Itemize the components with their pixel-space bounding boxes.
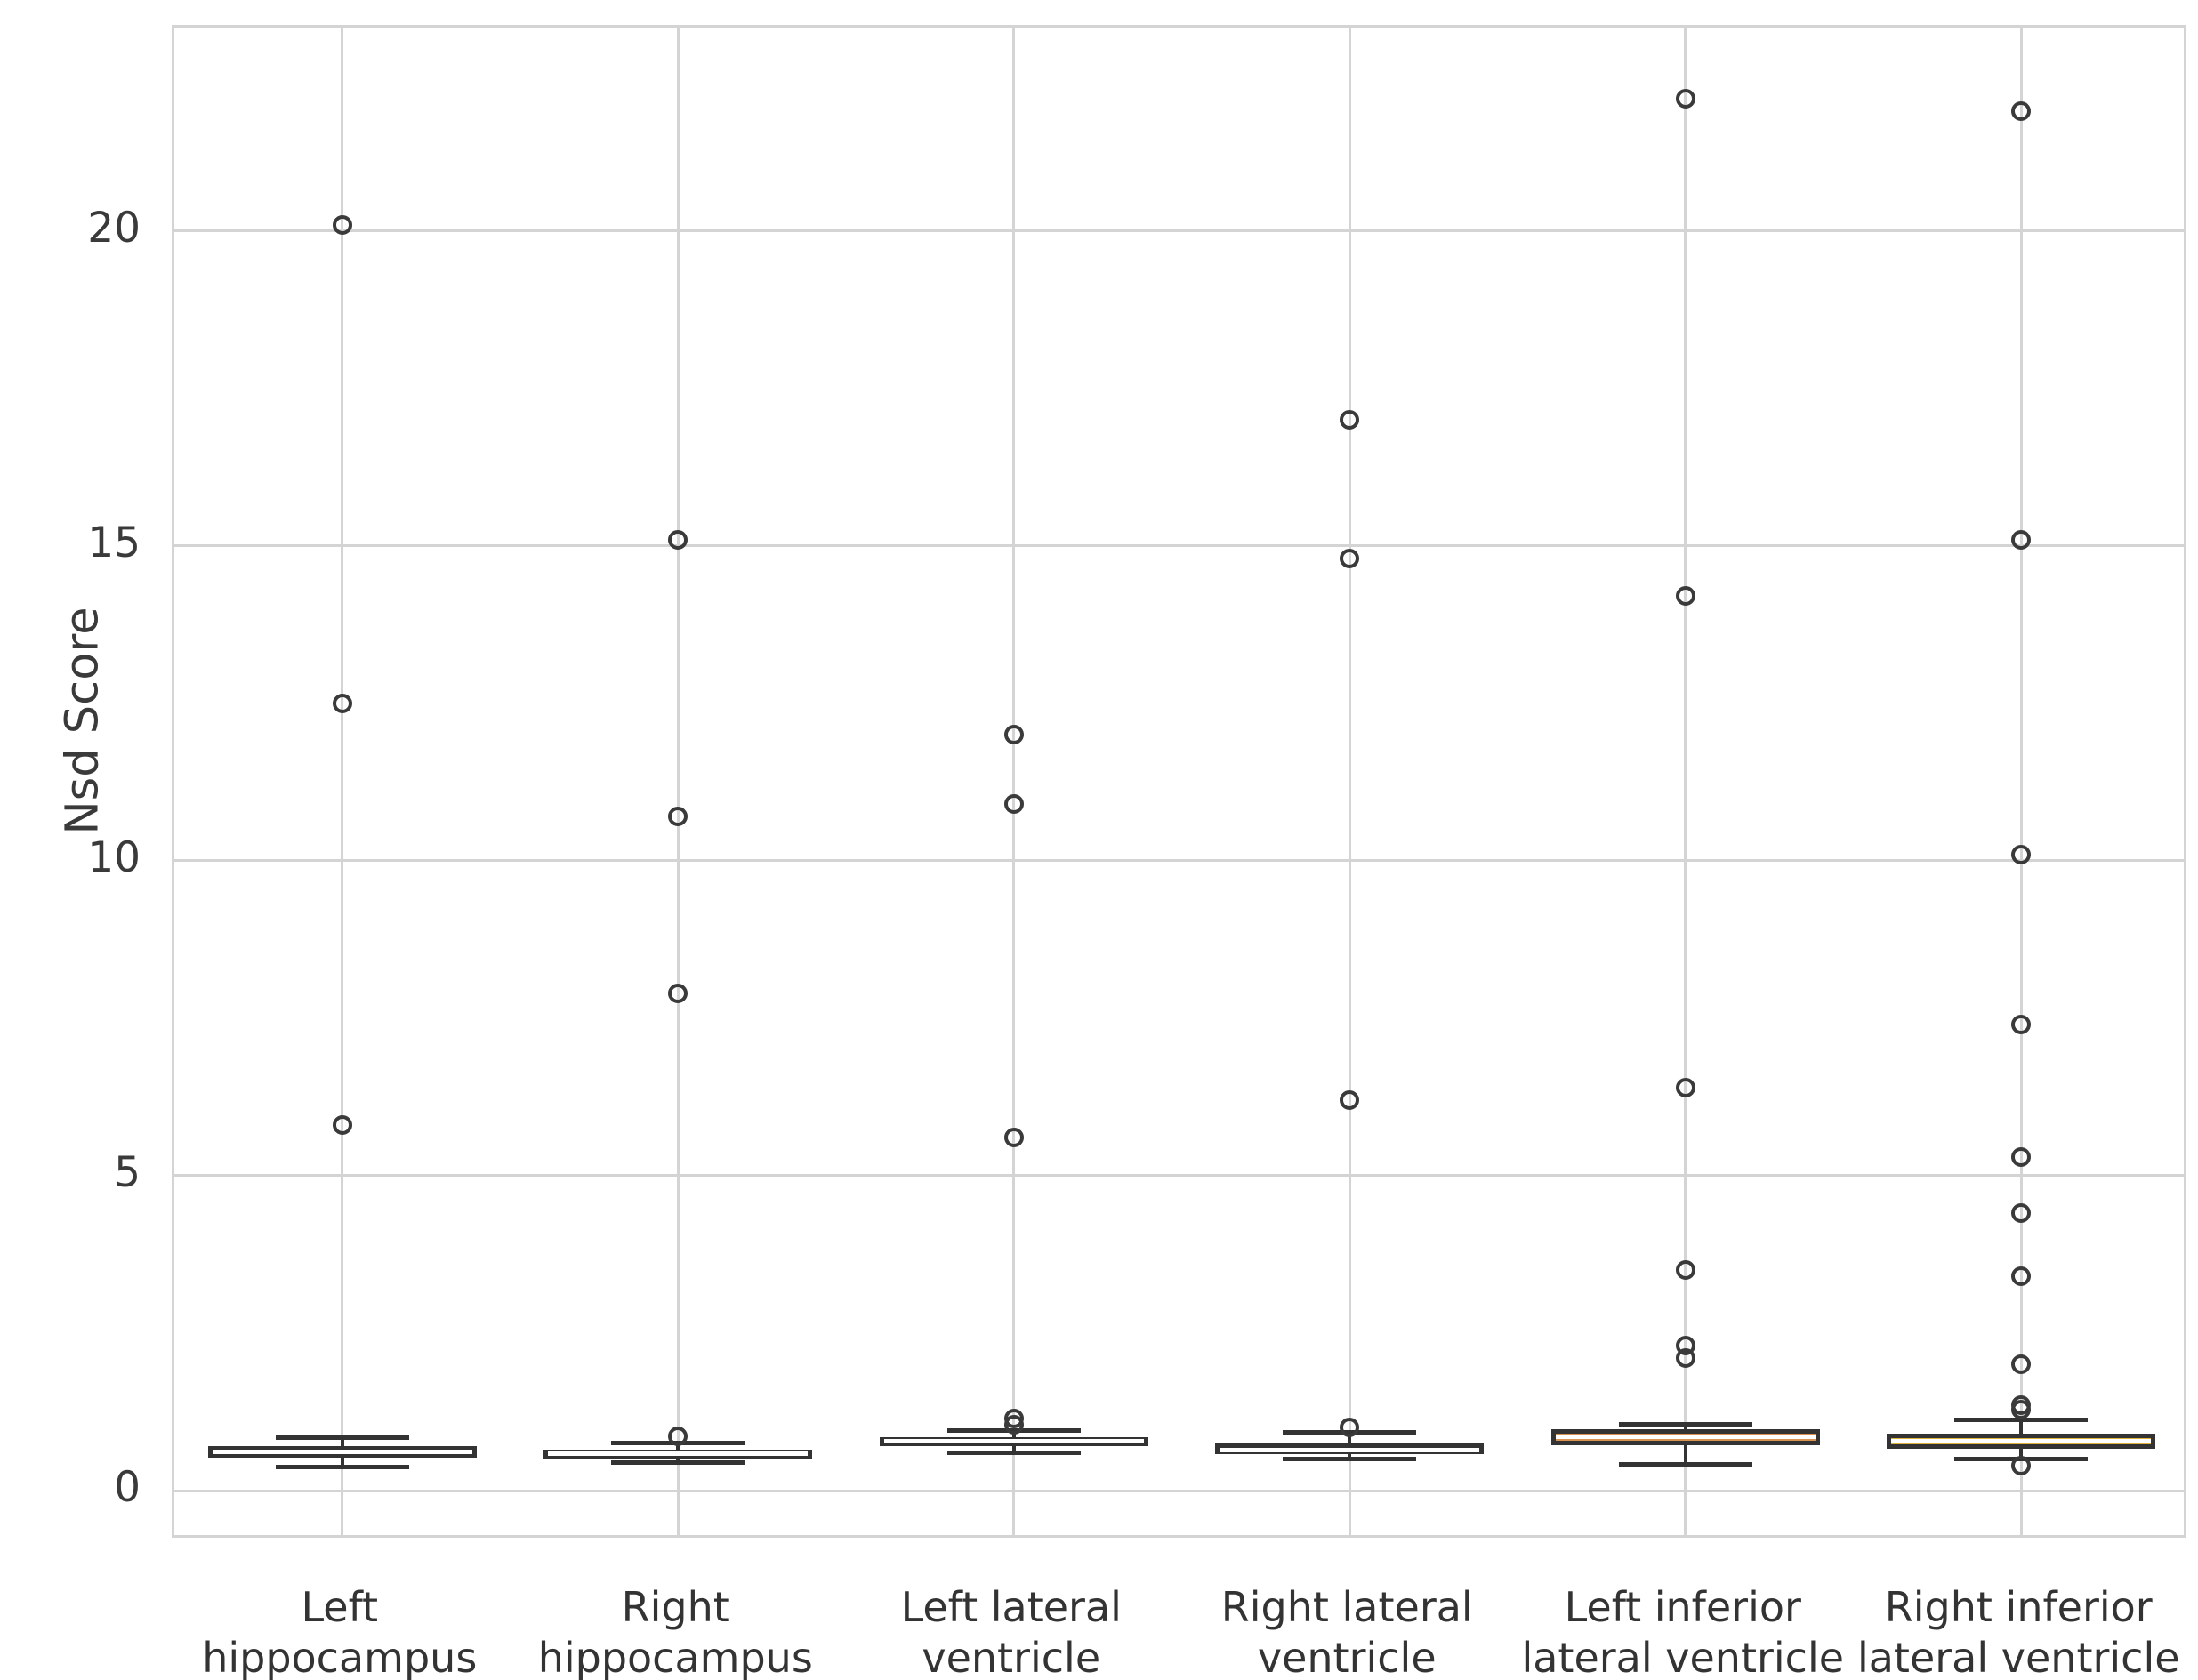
outlier-left-inferior-lateral-ventricle bbox=[1675, 1077, 1695, 1097]
median-left-inferior-lateral-ventricle bbox=[1555, 1435, 1816, 1440]
gridline-x-5 bbox=[1684, 28, 1687, 1535]
outlier-right-inferior-lateral-ventricle bbox=[2011, 1015, 2032, 1035]
outlier-left-lateral-ventricle bbox=[1003, 725, 1024, 745]
whisker-cap-high-right-inferior-lateral-ventricle bbox=[1954, 1418, 2089, 1423]
outlier-right-hippocampus bbox=[668, 983, 688, 1003]
outlier-left-inferior-lateral-ventricle bbox=[1675, 586, 1695, 607]
outlier-left-hippocampus bbox=[332, 214, 352, 235]
ytick-label-20: 20 bbox=[87, 203, 141, 253]
outlier-right-lateral-ventricle bbox=[1340, 1418, 1360, 1438]
whisker-cap-low-left-inferior-lateral-ventricle bbox=[1618, 1461, 1752, 1467]
outlier-right-hippocampus bbox=[668, 807, 688, 827]
whisker-cap-high-left-hippocampus bbox=[275, 1435, 409, 1441]
outlier-right-inferior-lateral-ventricle bbox=[2011, 844, 2032, 864]
outlier-left-inferior-lateral-ventricle bbox=[1675, 1260, 1695, 1281]
median-right-inferior-lateral-ventricle bbox=[1891, 1439, 2152, 1444]
gridline-y-20 bbox=[174, 229, 2184, 233]
gridline-y-5 bbox=[174, 1174, 2184, 1178]
gridline-y-15 bbox=[174, 544, 2184, 548]
whisker-cap-low-left-hippocampus bbox=[275, 1464, 409, 1469]
ytick-label-0: 0 bbox=[114, 1463, 141, 1513]
whisker-cap-low-left-lateral-ventricle bbox=[946, 1451, 1081, 1456]
outlier-right-lateral-ventricle bbox=[1340, 548, 1360, 568]
outlier-right-inferior-lateral-ventricle bbox=[2011, 529, 2032, 550]
y-axis-title: Nsd Score bbox=[56, 606, 109, 834]
gridline-x-2 bbox=[676, 28, 680, 1535]
outlier-right-lateral-ventricle bbox=[1340, 410, 1360, 430]
outlier-right-inferior-lateral-ventricle bbox=[2011, 1266, 2032, 1287]
xtick-label-left-inferior-lateral-ventricle: Left inferior lateral ventricle bbox=[1521, 1583, 1845, 1680]
outlier-right-inferior-lateral-ventricle bbox=[2011, 1203, 2032, 1224]
whisker-cap-low-right-hippocampus bbox=[611, 1460, 745, 1466]
xtick-label-right-hippocampus: Right hippocampus bbox=[537, 1583, 813, 1680]
gridline-x-3 bbox=[1012, 28, 1016, 1535]
plot-area bbox=[172, 25, 2186, 1538]
ytick-label-5: 5 bbox=[114, 1147, 141, 1197]
outlier-left-lateral-ventricle bbox=[1003, 794, 1024, 815]
xtick-label-right-inferior-lateral-ventricle: Right inferior lateral ventricle bbox=[1856, 1583, 2180, 1680]
median-left-lateral-ventricle bbox=[883, 1439, 1144, 1444]
outlier-right-inferior-lateral-ventricle bbox=[2011, 1146, 2032, 1167]
outlier-left-inferior-lateral-ventricle bbox=[1675, 89, 1695, 109]
median-right-hippocampus bbox=[548, 1451, 809, 1457]
gridline-x-6 bbox=[2019, 28, 2023, 1535]
outlier-left-hippocampus bbox=[332, 1115, 352, 1136]
gridline-x-4 bbox=[1348, 28, 1351, 1535]
outlier-right-inferior-lateral-ventricle bbox=[2011, 1455, 2032, 1475]
gridline-x-1 bbox=[341, 28, 344, 1535]
xtick-label-left-hippocampus: Left hippocampus bbox=[202, 1583, 478, 1680]
ytick-label-10: 10 bbox=[87, 832, 141, 882]
outlier-right-hippocampus bbox=[668, 529, 688, 550]
whisker-cap-high-left-inferior-lateral-ventricle bbox=[1618, 1422, 1752, 1427]
median-right-lateral-ventricle bbox=[1220, 1448, 1480, 1453]
outlier-left-lateral-ventricle bbox=[1003, 1128, 1024, 1148]
outlier-left-hippocampus bbox=[332, 693, 352, 713]
whisker-cap-low-right-lateral-ventricle bbox=[1283, 1457, 1417, 1462]
outlier-left-inferior-lateral-ventricle bbox=[1675, 1336, 1695, 1356]
outlier-right-inferior-lateral-ventricle bbox=[2011, 1395, 2032, 1415]
outlier-right-inferior-lateral-ventricle bbox=[2011, 1354, 2032, 1375]
xtick-label-right-lateral-ventricle: Right lateral ventricle bbox=[1220, 1583, 1473, 1680]
gridline-y-10 bbox=[174, 859, 2184, 863]
xtick-label-left-lateral-ventricle: Left lateral ventricle bbox=[900, 1583, 1122, 1680]
outlier-left-lateral-ventricle bbox=[1003, 1408, 1024, 1428]
outlier-right-inferior-lateral-ventricle bbox=[2011, 101, 2032, 122]
outlier-right-lateral-ventricle bbox=[1340, 1089, 1360, 1110]
ytick-label-15: 15 bbox=[87, 518, 141, 567]
median-left-hippocampus bbox=[212, 1449, 472, 1454]
outlier-right-hippocampus bbox=[668, 1427, 688, 1447]
gridline-y-0 bbox=[174, 1489, 2184, 1492]
